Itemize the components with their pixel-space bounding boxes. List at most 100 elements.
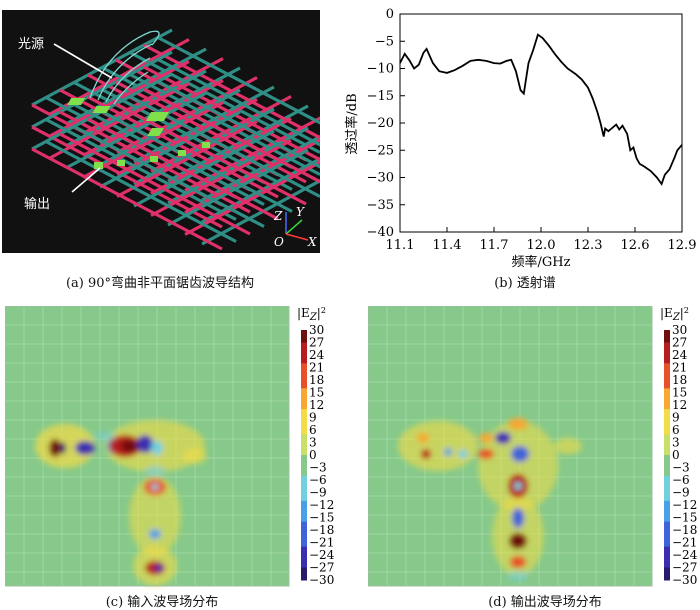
colorbar-segment [664, 513, 670, 518]
colorbar-segment [301, 455, 307, 460]
colorbar-segment [664, 417, 670, 423]
field-blob [421, 449, 431, 459]
colorbar-segment [301, 488, 307, 493]
colorbar-segment [664, 438, 670, 443]
colorbar-segment [301, 509, 307, 514]
colorbar-segment [301, 350, 307, 356]
colorbar-title: |EZ|2 [297, 306, 326, 323]
field-blob [478, 421, 558, 511]
field-map-output: |EZ|2302724211815129630−3−6−9−12−15−18−2… [367, 305, 698, 587]
colorbar-segment [301, 517, 307, 523]
colorbar-segment [664, 525, 670, 531]
colorbar-segment [664, 538, 670, 543]
colorbar-segment [664, 575, 670, 581]
colorbar-segment [664, 342, 670, 348]
rod [157, 36, 349, 139]
colorbar-segment [301, 525, 307, 531]
field-blob [95, 432, 115, 440]
colorbar-segment [664, 475, 670, 481]
panel-d-field: |EZ|2 30 27 24 21 18 15 12 9 6 3 0 −3 −6 −9 −12 −15 −18 −2… [367, 305, 700, 590]
photonic-crystal-layers [31, 28, 349, 251]
colorbar-segment [301, 500, 307, 506]
colorbar-segment [301, 330, 307, 335]
colorbar-segment [301, 492, 307, 498]
colorbar-tick-label: 15 [672, 386, 687, 400]
colorbar-segment [301, 505, 307, 510]
colorbar-segment [664, 384, 670, 389]
rod [59, 132, 251, 236]
y-tick-label: 0 [386, 7, 394, 22]
y-tick-label: −5 [375, 34, 394, 49]
colorbar-segment [664, 375, 670, 381]
field-blob [512, 508, 524, 528]
rod [101, 88, 293, 191]
caption-c: (c) 输入波导场分布 [105, 595, 219, 610]
colorbar-tick-label: −12 [672, 498, 697, 512]
colorbar-segment [664, 496, 670, 502]
transmission-chart: 0 −5 −10 −15 −20 −25 −30 −35 −40 11.1 11.4 11.7 12.… [344, 7, 696, 270]
label-source: 光源 [18, 37, 44, 52]
colorbar-segment [301, 563, 307, 568]
field-blob [444, 448, 452, 456]
colorbar-tick-label: 30 [309, 323, 324, 337]
colorbar-tick-label: −21 [672, 536, 697, 550]
colorbar-segment [301, 430, 307, 435]
field-blob [417, 433, 429, 443]
colorbar-tick-label: 12 [309, 398, 324, 412]
axis-o-label: O [274, 235, 284, 249]
colorbar-segment [664, 409, 670, 414]
colorbar-segment [301, 567, 307, 573]
colorbar-segment [301, 446, 307, 452]
field-intensity-blobs [398, 418, 582, 581]
rod [73, 125, 265, 228]
colorbar-segment [301, 496, 307, 502]
rod [115, 80, 307, 184]
colorbar-tick-label: 12 [672, 398, 687, 412]
rod [129, 73, 321, 176]
field-blob [60, 442, 66, 454]
colorbar-segment [664, 517, 670, 523]
colorbar-segment [664, 459, 670, 464]
axis-y-label: Y [296, 205, 305, 219]
colorbar-segment [664, 442, 670, 448]
y-tick-label: −10 [367, 62, 394, 77]
rod [87, 95, 279, 199]
colorbar-segment [664, 563, 670, 568]
field-blob [508, 418, 528, 430]
colorbar-segment [664, 488, 670, 493]
colorbar-segment [664, 334, 670, 339]
rod [157, 80, 349, 183]
colorbar-segment [301, 463, 307, 468]
colorbar-segment [664, 434, 670, 439]
colorbar-segment [664, 455, 670, 460]
panel-a-structure: 光源 输出 Z Y O X [2, 10, 349, 253]
colorbar-segment [301, 338, 307, 343]
rod [143, 65, 335, 169]
colorbar-segment [301, 438, 307, 443]
field-blob [508, 571, 528, 581]
colorbar-segment [301, 450, 307, 456]
colorbar-segment [664, 421, 670, 427]
colorbar-segment [664, 450, 670, 456]
colorbar-tick-label: −12 [309, 498, 334, 512]
colorbar-tick-label: 18 [672, 373, 687, 387]
colorbar-segment [301, 413, 307, 418]
rod [87, 117, 279, 221]
colorbar-tick-label: −21 [309, 536, 334, 550]
colorbar-segment [301, 513, 307, 518]
colorbar-tick-label: 6 [309, 423, 317, 437]
colorbar-segment [664, 446, 670, 452]
colorbar-tick-label: −30 [672, 573, 697, 587]
colorbar-segment [664, 350, 670, 356]
colorbar-segment [301, 546, 307, 552]
colorbar-tick-label: −3 [309, 461, 327, 475]
x-tick-label: 12.6 [621, 238, 650, 253]
output-pointer-line [71, 167, 101, 193]
colorbar-segment [301, 346, 307, 352]
colorbar-tick-label: −18 [672, 523, 697, 537]
colorbar-tick-label: 0 [309, 448, 317, 462]
colorbar-segment [301, 380, 307, 385]
colorbar-segment [301, 534, 307, 539]
field-blob [145, 466, 165, 476]
y-tick-label: −25 [367, 143, 394, 158]
